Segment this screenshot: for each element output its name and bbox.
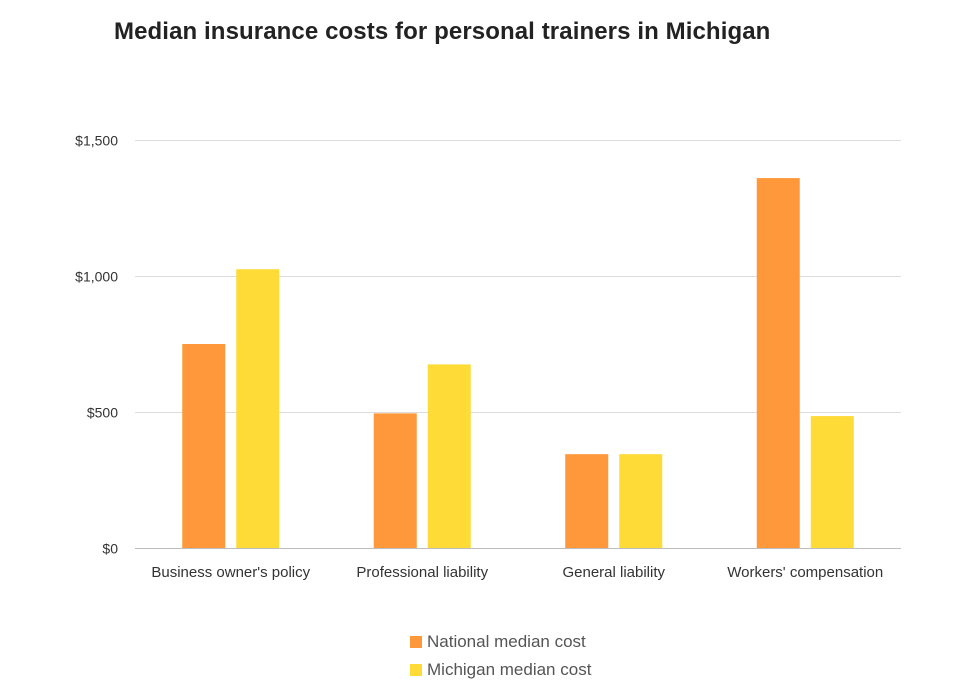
bar-national — [182, 344, 226, 548]
y-tick-label: $1,500 — [75, 133, 118, 149]
x-category-label: Professional liability — [356, 564, 488, 581]
y-axis-tick-labels: $0 $500 $1,000 $1,500 — [75, 133, 118, 557]
bar-michigan — [619, 454, 663, 548]
x-axis-category-labels: Business owner's policy Professional liab… — [151, 564, 883, 581]
y-tick-label: $500 — [87, 405, 118, 421]
bar-national — [756, 178, 800, 548]
y-tick-label: $1,000 — [75, 269, 118, 285]
legend-label-national: National median cost — [427, 632, 586, 651]
bar-national — [565, 454, 609, 548]
legend-swatch-national — [410, 636, 422, 648]
bar-national — [373, 413, 417, 548]
bar-michigan — [236, 269, 280, 548]
x-category-label: Business owner's policy — [151, 564, 310, 581]
chart-title: Median insurance costs for personal trai… — [114, 18, 771, 45]
legend-item-michigan: Michigan median cost — [410, 656, 591, 684]
legend-swatch-michigan — [410, 664, 422, 676]
bar-michigan — [810, 416, 854, 548]
legend: National median cost Michigan median cos… — [410, 628, 591, 684]
y-tick-label: $0 — [102, 541, 118, 557]
bars — [182, 178, 854, 548]
bar-michigan — [427, 364, 471, 548]
legend-item-national: National median cost — [410, 628, 591, 656]
x-category-label: Workers' compensation — [727, 564, 883, 581]
x-category-label: General liability — [562, 564, 665, 581]
legend-label-michigan: Michigan median cost — [427, 660, 592, 679]
